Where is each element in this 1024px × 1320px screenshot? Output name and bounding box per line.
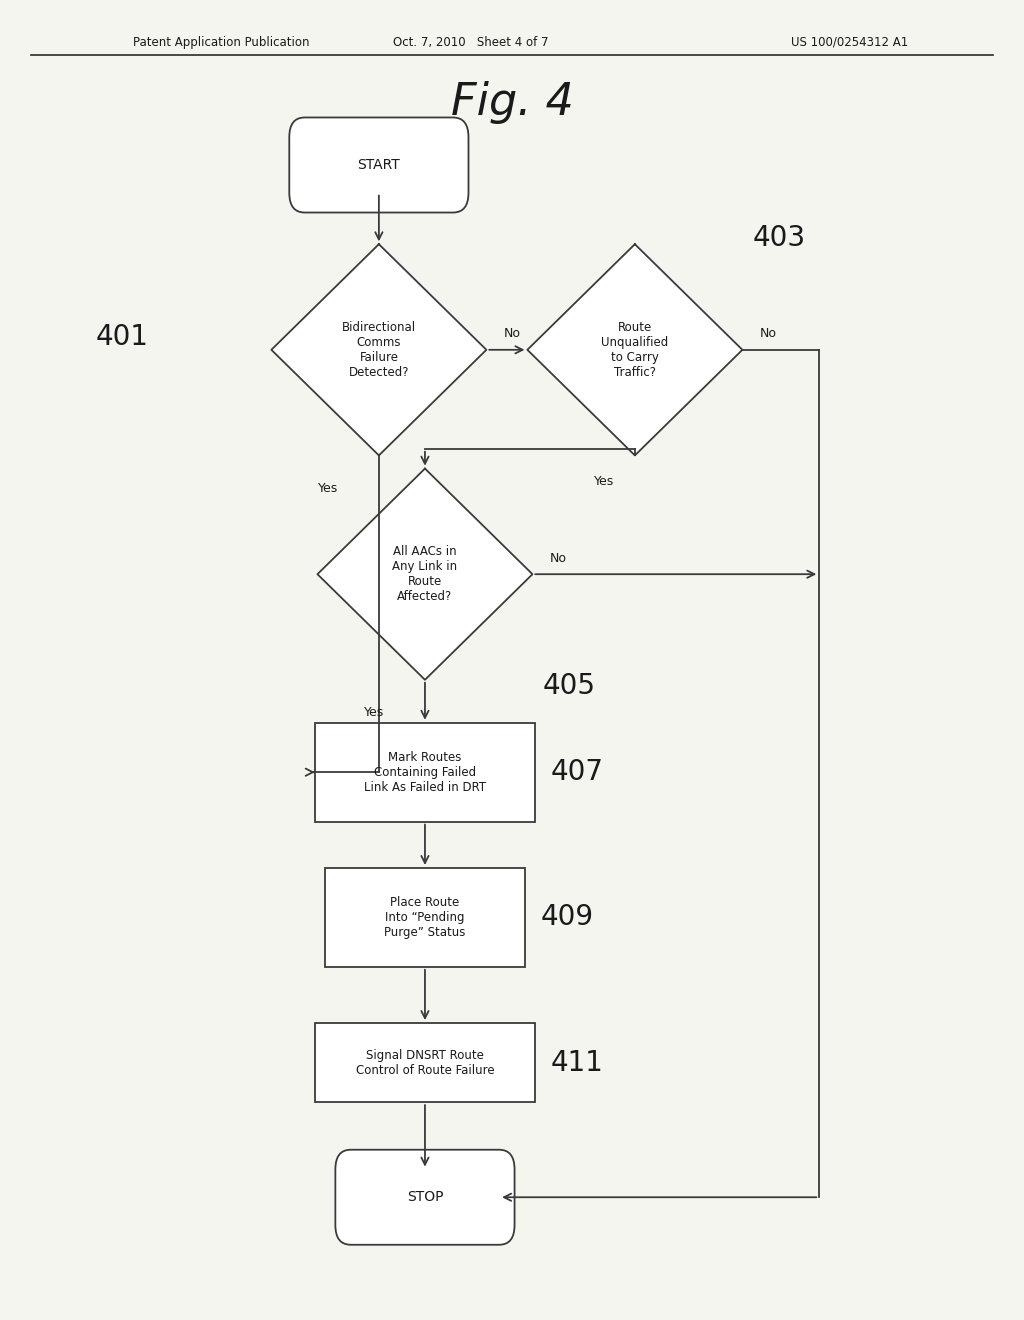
Text: STOP: STOP bbox=[407, 1191, 443, 1204]
Text: Yes: Yes bbox=[594, 475, 614, 488]
Text: No: No bbox=[760, 327, 776, 341]
Text: 405: 405 bbox=[543, 672, 596, 701]
Text: Bidirectional
Comms
Failure
Detected?: Bidirectional Comms Failure Detected? bbox=[342, 321, 416, 379]
FancyBboxPatch shape bbox=[289, 117, 468, 213]
FancyBboxPatch shape bbox=[315, 1023, 535, 1102]
Polygon shape bbox=[271, 244, 486, 455]
Text: Route
Unqualified
to Carry
Traffic?: Route Unqualified to Carry Traffic? bbox=[601, 321, 669, 379]
Polygon shape bbox=[527, 244, 742, 455]
Text: Signal DNSRT Route
Control of Route Failure: Signal DNSRT Route Control of Route Fail… bbox=[355, 1048, 495, 1077]
Text: Yes: Yes bbox=[364, 706, 384, 719]
Text: START: START bbox=[357, 158, 400, 172]
Text: No: No bbox=[504, 327, 520, 341]
Text: No: No bbox=[550, 552, 566, 565]
Text: Yes: Yes bbox=[317, 482, 338, 495]
Text: US 100/0254312 A1: US 100/0254312 A1 bbox=[792, 36, 908, 49]
Text: Patent Application Publication: Patent Application Publication bbox=[133, 36, 309, 49]
Text: 407: 407 bbox=[551, 758, 603, 787]
FancyBboxPatch shape bbox=[315, 722, 535, 821]
FancyBboxPatch shape bbox=[326, 869, 524, 966]
Text: 411: 411 bbox=[551, 1048, 603, 1077]
Text: 403: 403 bbox=[753, 223, 806, 252]
Text: Mark Routes
Containing Failed
Link As Failed in DRT: Mark Routes Containing Failed Link As Fa… bbox=[364, 751, 486, 793]
Text: Place Route
Into “Pending
Purge” Status: Place Route Into “Pending Purge” Status bbox=[384, 896, 466, 939]
Text: 409: 409 bbox=[541, 903, 593, 932]
Text: Oct. 7, 2010   Sheet 4 of 7: Oct. 7, 2010 Sheet 4 of 7 bbox=[393, 36, 549, 49]
Text: 401: 401 bbox=[95, 322, 148, 351]
Polygon shape bbox=[317, 469, 532, 680]
FancyBboxPatch shape bbox=[335, 1150, 514, 1245]
Text: All AACs in
Any Link in
Route
Affected?: All AACs in Any Link in Route Affected? bbox=[392, 545, 458, 603]
Text: Fig. 4: Fig. 4 bbox=[451, 82, 573, 124]
